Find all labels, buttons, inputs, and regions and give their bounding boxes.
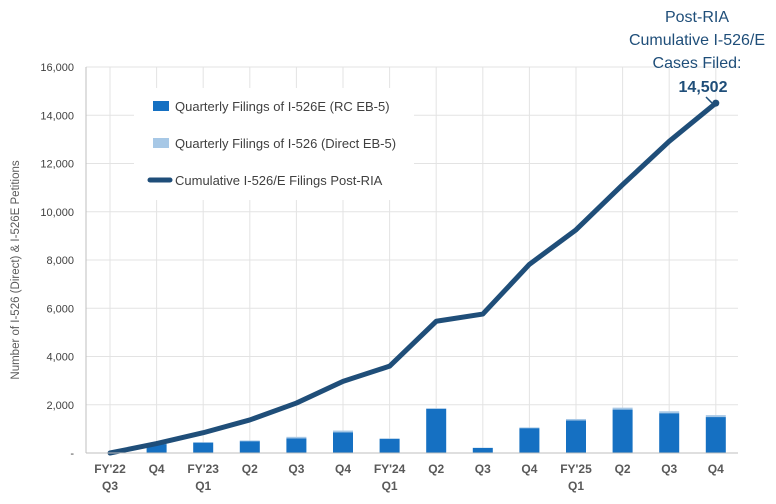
y-tick-label: 4,000 xyxy=(46,352,74,364)
x-tick-label: Q3 xyxy=(661,462,677,476)
bar-i526e xyxy=(706,417,726,453)
bar-i526e xyxy=(286,438,306,453)
x-tick-label: Q2 xyxy=(242,462,258,476)
bar-i526e xyxy=(380,439,400,453)
bar-i526-direct xyxy=(380,438,400,439)
y-axis-title: Number of I-526 (Direct) & I-526E Petiti… xyxy=(10,160,22,379)
legend-label: Quarterly Filings of I-526 (Direct EB-5) xyxy=(175,136,396,151)
bar-i526-direct xyxy=(426,408,446,409)
legend: Quarterly Filings of I-526E (RC EB-5) Qua… xyxy=(134,88,414,200)
bar-i526-direct xyxy=(613,408,633,410)
bar-i526e xyxy=(659,413,679,453)
x-tick-label: Q4 xyxy=(708,462,724,476)
bars xyxy=(147,408,726,453)
bar-i526-direct xyxy=(519,427,539,428)
bar-i526-direct xyxy=(286,437,306,438)
legend-swatch-bar xyxy=(153,101,169,111)
annotation-text: Post-RIA xyxy=(665,9,729,26)
y-tick-label: - xyxy=(70,448,74,460)
y-tick-label: 12,000 xyxy=(40,159,74,171)
annotation-text: Cumulative I-526/E xyxy=(629,32,765,49)
x-tick-label: Q3 xyxy=(288,462,304,476)
y-tick-label: 6,000 xyxy=(46,303,74,315)
annotation: Post-RIA Cumulative I-526/E Cases Filed: 14… xyxy=(629,9,765,104)
bar-i526e xyxy=(519,428,539,453)
x-tick-label: Q4 xyxy=(335,462,351,476)
annotation-text: Cases Filed: xyxy=(653,55,742,72)
bar-i526-direct xyxy=(706,415,726,417)
x-tick-label: Q3 xyxy=(475,462,491,476)
legend-label: Cumulative I-526/E Filings Post-RIA xyxy=(175,173,383,188)
x-tick-label: Q4 xyxy=(521,462,537,476)
x-tick-label: Q2 xyxy=(428,462,444,476)
bar-i526e xyxy=(426,409,446,453)
y-tick-label: 10,000 xyxy=(40,207,74,219)
bar-i526e xyxy=(193,443,213,453)
bar-i526e xyxy=(333,432,353,453)
y-tick-label: 16,000 xyxy=(40,62,74,74)
y-tick-label: 14,000 xyxy=(40,110,74,122)
bar-i526-direct xyxy=(659,411,679,413)
y-tick-label: 8,000 xyxy=(46,255,74,267)
cumulative-endpoint xyxy=(712,100,719,107)
bar-i526-direct xyxy=(333,431,353,433)
annotation-pointer xyxy=(706,97,713,104)
bar-i526e xyxy=(240,441,260,453)
y-tick-label: 2,000 xyxy=(46,400,74,412)
x-tick-label: Q2 xyxy=(615,462,631,476)
bar-i526-direct xyxy=(566,419,586,420)
bar-i526e xyxy=(566,420,586,453)
annotation-value: 14,502 xyxy=(679,79,728,96)
x-tick-label: Q4 xyxy=(149,462,165,476)
legend-label: Quarterly Filings of I-526E (RC EB-5) xyxy=(175,99,390,114)
bar-i526-direct xyxy=(240,440,260,441)
legend-swatch-bar xyxy=(153,138,169,148)
bar-i526e xyxy=(473,448,493,453)
bar-i526e xyxy=(613,410,633,453)
